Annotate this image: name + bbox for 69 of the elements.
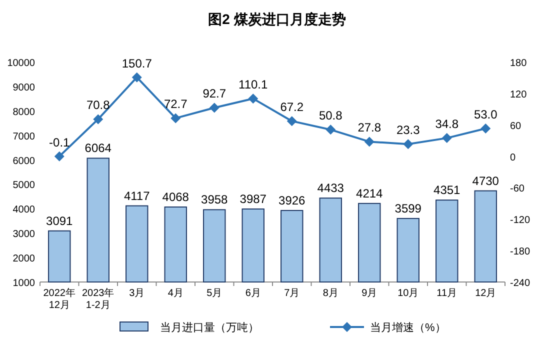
- y-tick-label: 1000: [12, 278, 36, 289]
- y2-tick-label: 60: [510, 120, 522, 132]
- point: [209, 102, 220, 113]
- data-label: 3987: [240, 192, 267, 206]
- data-label: 92.7: [202, 86, 226, 101]
- data-label: 23.3: [396, 123, 420, 138]
- chart-title: 图2 煤炭进口月度走势: [208, 11, 346, 27]
- point: [132, 72, 142, 82]
- y2-tick-label: -60: [510, 184, 525, 195]
- x-tick-label: 12月: [475, 288, 496, 299]
- point: [286, 116, 297, 126]
- y-tick-label: 9000: [12, 82, 36, 94]
- y2-tick-label: 180: [510, 58, 528, 69]
- y-tick-label: 10000: [7, 58, 36, 69]
- legend-label: 当月增速（%）: [370, 321, 446, 334]
- y-tick-label: 8000: [12, 106, 36, 118]
- y-tick-label: 4000: [12, 204, 36, 216]
- data-label: 3958: [201, 192, 228, 207]
- data-label: 72.7: [164, 97, 188, 112]
- y-tick-label: 5000: [12, 180, 36, 192]
- x-tick-label: 6月: [245, 288, 261, 299]
- data-label: 4730: [472, 174, 500, 188]
- data-label: 4068: [162, 190, 190, 204]
- data-label: 70.8: [86, 98, 110, 112]
- data-label: 4214: [356, 186, 384, 200]
- x-tick-label: 11月: [436, 288, 458, 299]
- data-label: 53.0: [474, 108, 498, 122]
- point: [403, 139, 414, 150]
- data-label: 4351: [434, 183, 461, 198]
- point: [326, 124, 336, 135]
- y2-tick-label: 120: [510, 89, 528, 100]
- data-label: 3091: [46, 214, 74, 228]
- point: [364, 136, 374, 147]
- y2-tick-label: -120: [510, 215, 530, 226]
- data-label: 3926: [278, 193, 306, 208]
- y-tick-label: 7000: [12, 131, 36, 142]
- y2-tick-label: -180: [510, 246, 530, 258]
- point: [54, 151, 64, 162]
- point: [93, 114, 104, 124]
- legend-label: 当月进口量（万吨）: [160, 321, 259, 334]
- x-tick-label: 4月: [168, 288, 184, 299]
- data-label: 110.1: [238, 78, 268, 92]
- x-tick-label: 9月: [362, 288, 378, 299]
- data-label: 4433: [317, 181, 344, 196]
- x-tick-label: 7月: [284, 288, 300, 299]
- y-tick-label: 3000: [12, 229, 36, 240]
- y-tick-label: 2000: [12, 254, 36, 265]
- point: [480, 124, 491, 134]
- data-label: 6064: [84, 141, 112, 156]
- data-label: 27.8: [358, 120, 382, 135]
- data-label: 67.2: [280, 100, 304, 114]
- x-tick-label: 2022年 12月: [43, 287, 76, 311]
- y2-tick-label: -240: [510, 278, 530, 289]
- data-label: 3599: [394, 201, 422, 216]
- data-label: 4117: [124, 188, 150, 203]
- x-tick-label: 3月: [129, 288, 145, 299]
- data-label: 50.8: [318, 108, 343, 123]
- x-tick-label: 10月: [398, 288, 419, 299]
- y-tick-label: 6000: [12, 156, 36, 167]
- point: [170, 113, 181, 124]
- data-label: 150.7: [122, 56, 152, 70]
- data-label: -0.1: [49, 135, 70, 150]
- x-tick-label: 2023年 1-2月: [82, 287, 114, 311]
- point: [442, 133, 452, 144]
- data-label: 34.8: [435, 117, 459, 132]
- x-tick-label: 8月: [322, 288, 338, 299]
- y2-tick-label: 0: [510, 152, 516, 164]
- point: [248, 94, 258, 104]
- x-tick-label: 5月: [206, 288, 222, 299]
